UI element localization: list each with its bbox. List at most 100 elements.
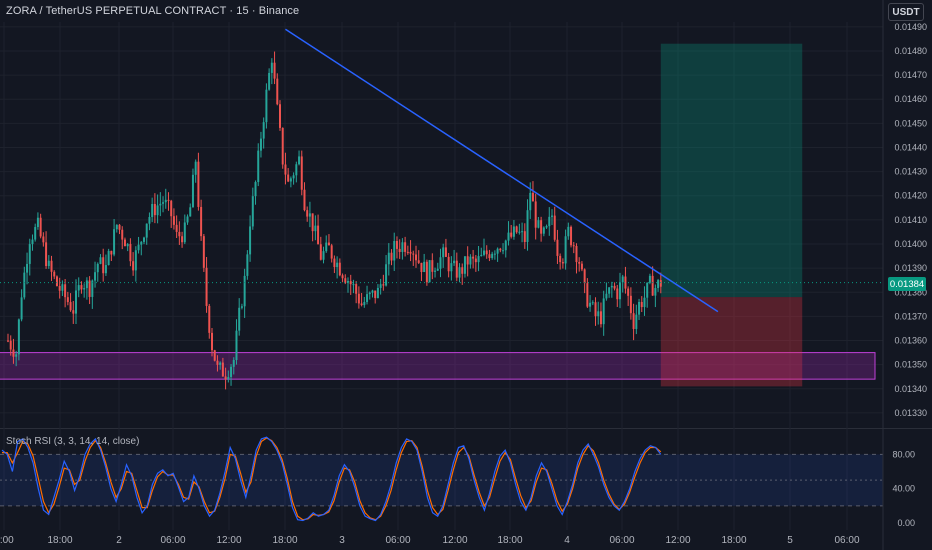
- candle-body: [423, 261, 426, 272]
- time-tick-label: 12:00: [216, 535, 241, 546]
- price-tick-label: 0.01410: [894, 215, 927, 225]
- candle-body: [518, 231, 521, 233]
- candle-body: [143, 237, 145, 242]
- candle-body: [162, 202, 165, 204]
- chart-title: ZORA / TetherUS PERPETUAL CONTRACT · 15 …: [6, 5, 300, 17]
- candle-body: [643, 297, 646, 308]
- candle-body: [640, 301, 643, 308]
- candle-body: [262, 122, 265, 139]
- position-stop-zone: [660, 297, 803, 387]
- candle-body: [654, 288, 657, 296]
- candle-body: [534, 201, 537, 228]
- candle-body: [153, 203, 156, 216]
- candle-body: [72, 310, 75, 314]
- candle-body: [58, 285, 61, 291]
- drawings-layer: [0, 43, 876, 387]
- price-tick-label: 0.01350: [894, 360, 927, 370]
- candle-body: [249, 226, 252, 255]
- candle-body: [172, 216, 175, 225]
- candle-body: [461, 267, 464, 274]
- candle-body: [605, 293, 608, 299]
- time-tick-label: 06:00: [609, 535, 634, 546]
- candle-body: [132, 261, 135, 271]
- candle-body: [338, 262, 341, 276]
- time-tick-label: 3: [339, 535, 345, 546]
- price-tick-label: 0.01490: [894, 22, 927, 32]
- candle-body: [651, 275, 654, 296]
- candle-body: [469, 256, 472, 265]
- price-axis[interactable]: 0.01330 0.01340 0.01350 0.01360 0.01370 0.013…: [882, 0, 927, 550]
- indicator-axis[interactable]: 0.00 40.00 80.00: [892, 449, 915, 528]
- candle-body: [349, 281, 352, 285]
- candle-body: [17, 319, 20, 355]
- candle-body: [7, 340, 9, 342]
- candle-body: [404, 242, 407, 252]
- candle-body: [148, 217, 151, 224]
- candle-body: [156, 205, 159, 216]
- candle-body: [254, 182, 257, 197]
- candle-body: [69, 302, 72, 311]
- candle-body: [491, 253, 494, 259]
- candle-body: [227, 376, 230, 380]
- candle-body: [586, 283, 589, 307]
- candle-body: [39, 217, 42, 237]
- candle-body: [357, 293, 360, 304]
- candle-body: [455, 260, 458, 278]
- candle-body: [216, 360, 219, 365]
- price-tick-label: 0.01470: [894, 70, 927, 80]
- candle-body: [96, 263, 99, 273]
- candle-body: [458, 267, 461, 278]
- candle-body: [186, 216, 189, 223]
- candle-body: [259, 138, 262, 151]
- candle-body: [240, 306, 243, 308]
- candle-body: [230, 366, 233, 377]
- candle-body: [151, 203, 154, 218]
- candle-body: [55, 276, 58, 286]
- candle-body: [474, 258, 477, 263]
- candle-body: [624, 276, 627, 289]
- price-tick-label: 0.01370: [894, 311, 927, 321]
- candle-body: [75, 290, 77, 314]
- candle-body: [88, 280, 91, 297]
- candle-body: [548, 216, 551, 227]
- candle-body: [591, 302, 594, 304]
- candle-body: [208, 305, 211, 333]
- candle-body: [36, 217, 39, 228]
- candle-body: [398, 248, 401, 252]
- time-tick-label: 2: [116, 535, 122, 546]
- time-axis[interactable]: 2:00 18:00 2 06:00 12:00 18:00 3 06:00 12:00 18:0…: [0, 535, 860, 546]
- candle-body: [599, 311, 602, 325]
- candle-body: [521, 231, 524, 233]
- candle-body: [251, 196, 254, 227]
- candle-body: [477, 256, 480, 263]
- time-tick-label: 12:00: [665, 535, 690, 546]
- candle-body: [66, 297, 69, 303]
- candle-body: [26, 263, 29, 273]
- candle-body: [181, 236, 184, 243]
- time-tick-label: 06:00: [160, 535, 185, 546]
- stoch-line-d: [2, 437, 662, 521]
- candle-body: [431, 260, 434, 272]
- currency-button[interactable]: USDT: [888, 3, 924, 21]
- candle-body: [632, 313, 635, 329]
- candle-body: [83, 288, 86, 290]
- candle-body: [170, 200, 173, 217]
- candle-body: [480, 254, 483, 257]
- candle-body: [42, 236, 45, 243]
- candle-body: [15, 354, 18, 357]
- candle-body: [191, 174, 194, 208]
- candle-body: [265, 89, 268, 123]
- candle-body: [178, 231, 181, 237]
- candle-body: [556, 239, 559, 256]
- candle-body: [145, 223, 148, 238]
- candle-body: [564, 236, 567, 264]
- candle-body: [23, 272, 26, 298]
- indicator-title: Stoch RSI (3, 3, 14, 14, close): [6, 436, 140, 447]
- candle-body: [107, 250, 110, 266]
- candle-body: [268, 72, 271, 90]
- candle-body: [333, 258, 336, 268]
- candle-body: [257, 150, 260, 183]
- candle-body: [322, 251, 325, 260]
- candle-body: [308, 213, 311, 217]
